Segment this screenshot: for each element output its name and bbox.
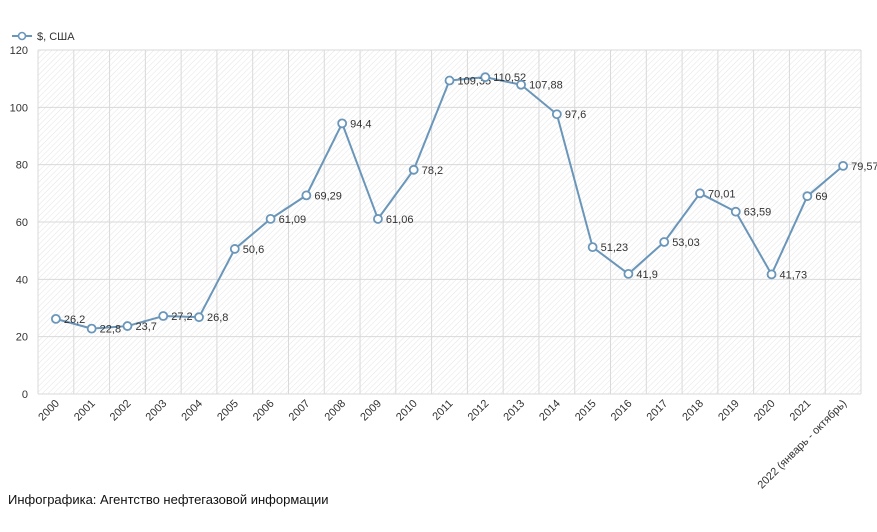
y-tick-label: 60 xyxy=(16,217,28,229)
data-label: 22,8 xyxy=(100,324,121,336)
line-chart: 0 20 40 60 80 100 120 2000 2001 2002 2003 2004 2005… xyxy=(10,31,877,490)
data-point xyxy=(766,269,777,280)
data-point xyxy=(50,313,61,324)
series-line: 26,2 22,8 23,7 27,2 26,8 50,6 61,09 69,29 94,4 61… xyxy=(50,72,877,336)
x-tick-label: 2018 xyxy=(680,398,706,424)
x-tick-label: 2003 xyxy=(144,398,170,424)
data-label: 51,23 xyxy=(601,242,629,254)
x-tick-label: 2013 xyxy=(501,398,527,424)
legend: $, США xyxy=(12,31,75,43)
data-label: 94,4 xyxy=(350,118,371,130)
data-label: 97,6 xyxy=(565,109,586,121)
data-point xyxy=(337,118,348,129)
gridlines xyxy=(37,49,862,395)
x-tick-label: 2012 xyxy=(466,398,492,424)
data-label: 26,8 xyxy=(207,312,228,324)
x-tick-label: 2004 xyxy=(179,398,205,424)
data-point xyxy=(695,188,705,199)
y-tick-label: 120 xyxy=(10,45,28,57)
data-point xyxy=(265,213,276,224)
y-tick-label: 40 xyxy=(16,274,28,286)
data-point xyxy=(730,206,741,217)
x-tick-label: 2009 xyxy=(358,398,384,424)
x-tick-label: 2020 xyxy=(752,398,778,424)
data-point xyxy=(373,214,383,224)
data-point xyxy=(480,72,491,83)
data-point xyxy=(659,237,670,247)
x-tick-label: 2002 xyxy=(108,398,134,424)
x-axis: 2000 2001 2002 2003 2004 2005 2006 2007 2008 2009… xyxy=(36,398,849,490)
data-label: 69 xyxy=(815,191,827,203)
data-point xyxy=(158,311,169,321)
x-tick-label: 2006 xyxy=(251,398,277,424)
data-point xyxy=(86,323,97,334)
data-label: 41,73 xyxy=(780,269,808,281)
data-label: 27,2 xyxy=(171,311,192,323)
x-tick-label: 2010 xyxy=(394,398,420,424)
x-tick-label: 2001 xyxy=(72,398,98,424)
x-tick-label: 2008 xyxy=(322,398,348,424)
data-label: 78,2 xyxy=(422,165,443,177)
data-point xyxy=(122,321,133,331)
data-point xyxy=(838,160,849,171)
x-tick-label: 2000 xyxy=(36,398,62,424)
x-tick-label: 2021 xyxy=(788,398,814,424)
x-tick-label: 2015 xyxy=(573,398,599,424)
x-tick-label: 2005 xyxy=(215,398,241,424)
data-point xyxy=(229,244,240,254)
data-label: 61,09 xyxy=(279,214,307,226)
legend-marker-icon xyxy=(17,31,27,41)
data-label: 69,29 xyxy=(314,190,342,202)
legend-label: $, США xyxy=(37,31,75,43)
data-label: 79,57 xyxy=(851,161,877,173)
data-point xyxy=(802,191,813,202)
y-tick-label: 100 xyxy=(10,102,28,114)
data-label: 61,06 xyxy=(386,214,414,226)
data-point xyxy=(444,75,455,86)
data-point xyxy=(587,242,598,253)
data-label: 26,2 xyxy=(64,314,85,326)
data-label: 53,03 xyxy=(672,237,700,249)
x-tick-label: 2014 xyxy=(537,398,563,424)
x-tick-label: 2011 xyxy=(430,398,455,423)
x-tick-label: 2016 xyxy=(609,398,635,424)
x-tick-label: 2007 xyxy=(287,398,313,424)
x-tick-label: 2017 xyxy=(645,398,671,424)
y-tick-label: 0 xyxy=(22,389,28,401)
y-tick-label: 20 xyxy=(16,332,28,344)
y-axis: 0 20 40 60 80 100 120 xyxy=(10,45,28,401)
data-point xyxy=(623,268,634,279)
data-label: 23,7 xyxy=(135,321,156,333)
data-label: 41,9 xyxy=(636,269,657,281)
data-point xyxy=(408,164,419,175)
data-point xyxy=(194,312,204,323)
data-label: 70,01 xyxy=(708,188,736,200)
data-label: 50,6 xyxy=(243,244,264,256)
y-tick-label: 80 xyxy=(16,160,28,172)
data-point xyxy=(301,190,312,201)
data-label: 63,59 xyxy=(744,207,772,219)
data-point xyxy=(551,109,562,120)
data-label: 107,88 xyxy=(529,80,563,92)
x-tick-label: 2019 xyxy=(716,398,742,424)
infographic-caption: Инфографика: Агентство нефтегазовой инфо… xyxy=(8,492,329,507)
data-point xyxy=(516,79,526,90)
